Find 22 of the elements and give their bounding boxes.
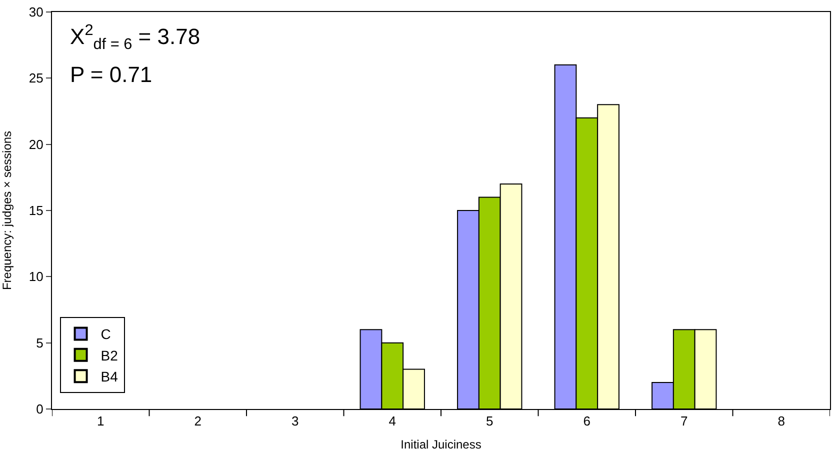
x-tick-label: 1 [97, 414, 104, 429]
y-axis-title: Frequency: judges × sessions [0, 130, 14, 290]
y-tick-label: 0 [36, 402, 44, 417]
y-tick-label: 30 [28, 4, 44, 20]
x-tick-label: 5 [486, 414, 494, 429]
x-tick-label: 3 [292, 414, 299, 429]
annotation: P = 0.71 [70, 62, 152, 87]
x-tick-label: 8 [778, 414, 785, 429]
x-tick-label: 2 [194, 414, 202, 429]
annotation: X$^{2}$$_{df = 6}$ = 3.78 [70, 22, 200, 53]
legend-label: B2 [100, 347, 118, 364]
x-tick-label: 6 [583, 414, 590, 429]
y-tick-label: 10 [28, 269, 44, 284]
legend-label: B4 [100, 368, 118, 385]
y-tick-label: 25 [28, 70, 44, 86]
x-axis-title: Initial Juiciness [400, 438, 482, 452]
y-tick-label: 20 [28, 136, 44, 152]
x-tick-label: 7 [680, 414, 688, 429]
legend-label: C [100, 326, 111, 342]
x-tick-label: 4 [388, 414, 396, 429]
y-tick-label: 5 [36, 335, 44, 350]
y-tick-label: 15 [28, 203, 44, 218]
